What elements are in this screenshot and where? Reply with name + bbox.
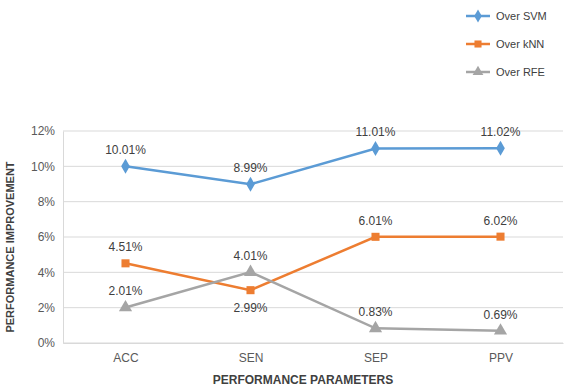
- data-label: 8.99%: [233, 161, 267, 175]
- series-marker: [119, 300, 132, 311]
- series-marker: [369, 321, 382, 332]
- x-axis-line: [64, 343, 564, 344]
- x-tick-label: PPV: [489, 351, 513, 365]
- series-line: [126, 272, 501, 331]
- data-label: 0.69%: [483, 308, 517, 322]
- data-label: 2.99%: [233, 301, 267, 315]
- legend-entry: Over RFE: [466, 66, 545, 78]
- x-tick-label: SEN: [239, 351, 264, 365]
- data-label: 6.01%: [358, 214, 392, 228]
- legend-marker: [474, 9, 482, 22]
- y-tick: 12%: [31, 124, 63, 138]
- data-label: 4.01%: [233, 249, 267, 263]
- series-marker: [496, 233, 504, 241]
- y-tick-label: 6%: [38, 230, 56, 244]
- legend-label: Over RFE: [496, 66, 545, 78]
- y-tick: 0%: [38, 336, 63, 350]
- legend-marker: [474, 40, 481, 47]
- x-tick: ACC: [113, 343, 139, 365]
- legend-label: Over SVM: [496, 10, 547, 22]
- series-marker: [246, 177, 255, 192]
- data-label: 2.01%: [108, 284, 142, 298]
- series-marker: [244, 265, 257, 276]
- y-tick-label: 0%: [38, 336, 56, 350]
- legend-entry: Over SVM: [466, 9, 547, 22]
- y-tick: 4%: [38, 266, 63, 280]
- x-tick-label: SEP: [364, 351, 388, 365]
- y-axis: 0% 2% 4% 6% 8% 10% 12%: [31, 124, 64, 350]
- y-tick-label: 10%: [31, 160, 55, 174]
- data-labels: 10.01% 8.99% 11.01% 11.02% 4.51% 2.99% 6.01% 6.…: [105, 125, 521, 321]
- y-axis-line: [63, 132, 64, 344]
- x-tick: SEN: [239, 343, 264, 365]
- data-label: 11.01%: [356, 125, 396, 139]
- data-label: 11.02%: [481, 125, 521, 139]
- y-tick-label: 2%: [38, 301, 56, 315]
- data-label: 10.01%: [105, 143, 146, 157]
- series-line: [126, 148, 501, 184]
- x-axis: ACC SEN SEP PPV: [64, 343, 564, 365]
- grid-line: [63, 343, 563, 344]
- x-axis-title: PERFORMANCE PARAMETERS: [213, 373, 393, 387]
- legend-marker: [473, 66, 484, 75]
- grid-line: [63, 272, 563, 273]
- series-marker: [121, 259, 129, 267]
- series-marker: [371, 233, 379, 241]
- y-tick-label: 4%: [38, 266, 56, 280]
- y-tick: 6%: [38, 230, 63, 244]
- data-label: 0.83%: [358, 305, 392, 319]
- y-tick: 8%: [38, 195, 63, 209]
- grid-line: [63, 201, 563, 202]
- y-tick-label: 8%: [38, 195, 56, 209]
- x-tick: SEP: [364, 343, 388, 365]
- legend-entry: Over kNN: [466, 38, 544, 50]
- grid: [63, 131, 563, 343]
- x-tick-label: ACC: [113, 351, 139, 365]
- x-tick: PPV: [489, 343, 513, 365]
- series-marker: [494, 323, 507, 334]
- plot-area: [119, 141, 507, 335]
- y-axis-title: PERFORMANCE IMPROVEMENT: [4, 161, 16, 332]
- chart: 0% 2% 4% 6% 8% 10% 12% ACC SEN SEP PPV PERFORMANCE …: [0, 0, 569, 390]
- data-label: 6.02%: [483, 214, 517, 228]
- y-tick: 2%: [38, 301, 63, 315]
- series-marker: [121, 159, 130, 174]
- series-marker: [371, 141, 380, 156]
- data-label: 4.51%: [108, 240, 142, 254]
- y-tick: 10%: [31, 160, 63, 174]
- y-tick-label: 12%: [31, 124, 55, 138]
- legend-label: Over kNN: [496, 38, 544, 50]
- series-marker: [496, 141, 505, 156]
- legend: Over SVM Over kNN Over RFE: [466, 9, 547, 78]
- series-line: [126, 237, 501, 291]
- series-marker: [246, 286, 254, 294]
